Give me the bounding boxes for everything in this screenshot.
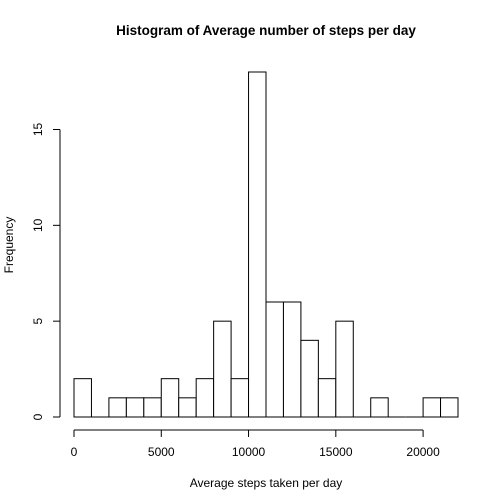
y-axis-label: Frequency <box>2 217 16 274</box>
histogram-bar <box>108 397 127 418</box>
histogram-bar <box>440 397 459 418</box>
y-tick-label: 5 <box>31 318 45 325</box>
y-tick-label: 15 <box>31 123 45 137</box>
histogram-bar <box>213 320 232 418</box>
x-axis-label: Average steps taken per day <box>190 476 343 490</box>
histogram-bar <box>300 339 319 418</box>
x-axis: 0 5000 10000 15000 20000 <box>71 429 440 459</box>
x-tick-label: 10000 <box>232 445 266 459</box>
x-tick-label: 0 <box>71 445 78 459</box>
histogram-bar <box>422 397 442 418</box>
y-tick-label: 0 <box>31 413 45 420</box>
histogram-bar <box>265 301 284 418</box>
x-tick-label: 5000 <box>148 445 175 459</box>
histogram-bar <box>317 378 337 418</box>
chart-title: Histogram of Average number of steps per… <box>116 23 416 38</box>
histogram-bar <box>73 378 92 418</box>
y-axis: 0 5 10 15 <box>31 123 61 420</box>
histogram-bar <box>195 378 215 418</box>
histogram-bar <box>230 378 250 418</box>
histogram-bars <box>73 71 459 418</box>
y-tick-label: 10 <box>31 218 45 232</box>
histogram-bar <box>125 397 145 418</box>
histogram-bar <box>335 320 354 418</box>
histogram-bar <box>143 397 162 418</box>
histogram-bar <box>282 301 302 418</box>
histogram-bar <box>248 71 267 418</box>
x-tick-label: 15000 <box>319 445 353 459</box>
x-tick-label: 20000 <box>406 445 440 459</box>
histogram-bar <box>370 397 389 418</box>
histogram-bar <box>160 378 180 418</box>
histogram-bar <box>178 397 197 418</box>
